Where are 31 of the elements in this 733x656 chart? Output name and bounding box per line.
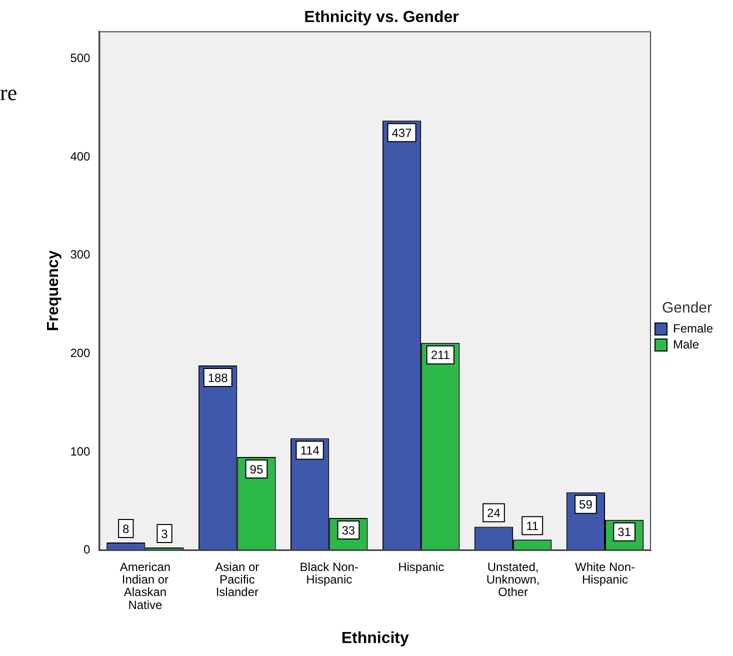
data-label: 8 <box>122 522 130 536</box>
y-tick-label: 300 <box>70 248 91 262</box>
data-label: 59 <box>579 498 593 512</box>
x-tick-label: Black Non-Hispanic <box>300 560 358 587</box>
y-tick-label: 500 <box>70 51 91 66</box>
y-tick-label: 200 <box>70 346 91 360</box>
data-label: 211 <box>430 348 450 362</box>
legend-label: Male <box>672 337 700 352</box>
legend-title: Gender <box>662 300 712 317</box>
data-label: 31 <box>618 525 632 540</box>
data-label: 114 <box>300 444 320 458</box>
x-axis-title: Ethnicity <box>341 630 409 647</box>
data-label: 95 <box>250 462 264 476</box>
x-tick-label: Hispanic <box>398 560 444 574</box>
y-tick-label: 0 <box>84 542 91 557</box>
y-tick-label: 100 <box>70 444 91 458</box>
y-tick-label: 400 <box>70 149 91 164</box>
x-tick-label: Unstated, Unknown, Other <box>486 560 540 600</box>
text: re <box>0 80 18 106</box>
data-label: 437 <box>392 126 412 140</box>
data-label: 3 <box>161 526 168 541</box>
x-tick-label: American Indian or Alaskan Native <box>120 560 171 612</box>
data-label: 33 <box>342 523 356 538</box>
data-label: 188 <box>208 370 228 385</box>
x-tick-label: White Non-Hispanic <box>574 560 636 587</box>
y-axis-title: Frequency <box>45 250 62 332</box>
data-label: 24 <box>487 506 501 520</box>
x-tick-label: Asian or Pacific Islander <box>215 560 260 600</box>
data-label: 11 <box>526 518 539 533</box>
legend-label: Female <box>672 321 714 336</box>
chart-title: Ethnicity vs. Gender <box>304 9 459 26</box>
